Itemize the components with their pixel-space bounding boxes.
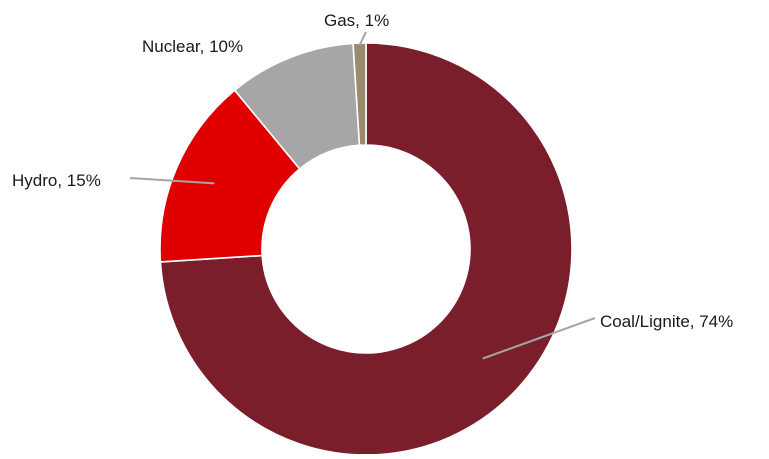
slices-layer: [159, 42, 573, 456]
leader-line-hydro: [129, 177, 215, 185]
slice-gas: [352, 42, 367, 147]
slice-coal-lignite: [159, 42, 573, 456]
leader-line-gas: [358, 31, 367, 46]
leader-lines-layer: [129, 31, 596, 360]
data-label-coal-lignite: Coal/Lignite, 74%: [600, 312, 733, 331]
data-label-nuclear: Nuclear, 10%: [142, 37, 243, 56]
data-label-gas: Gas, 1%: [324, 11, 389, 30]
slice-hydro: [159, 89, 301, 263]
labels-layer: Coal/Lignite, 74% Hydro, 15% Nuclear, 10% G…: [12, 11, 733, 331]
leader-line-coal-lignite: [482, 317, 596, 360]
data-label-hydro: Hydro, 15%: [12, 171, 101, 190]
